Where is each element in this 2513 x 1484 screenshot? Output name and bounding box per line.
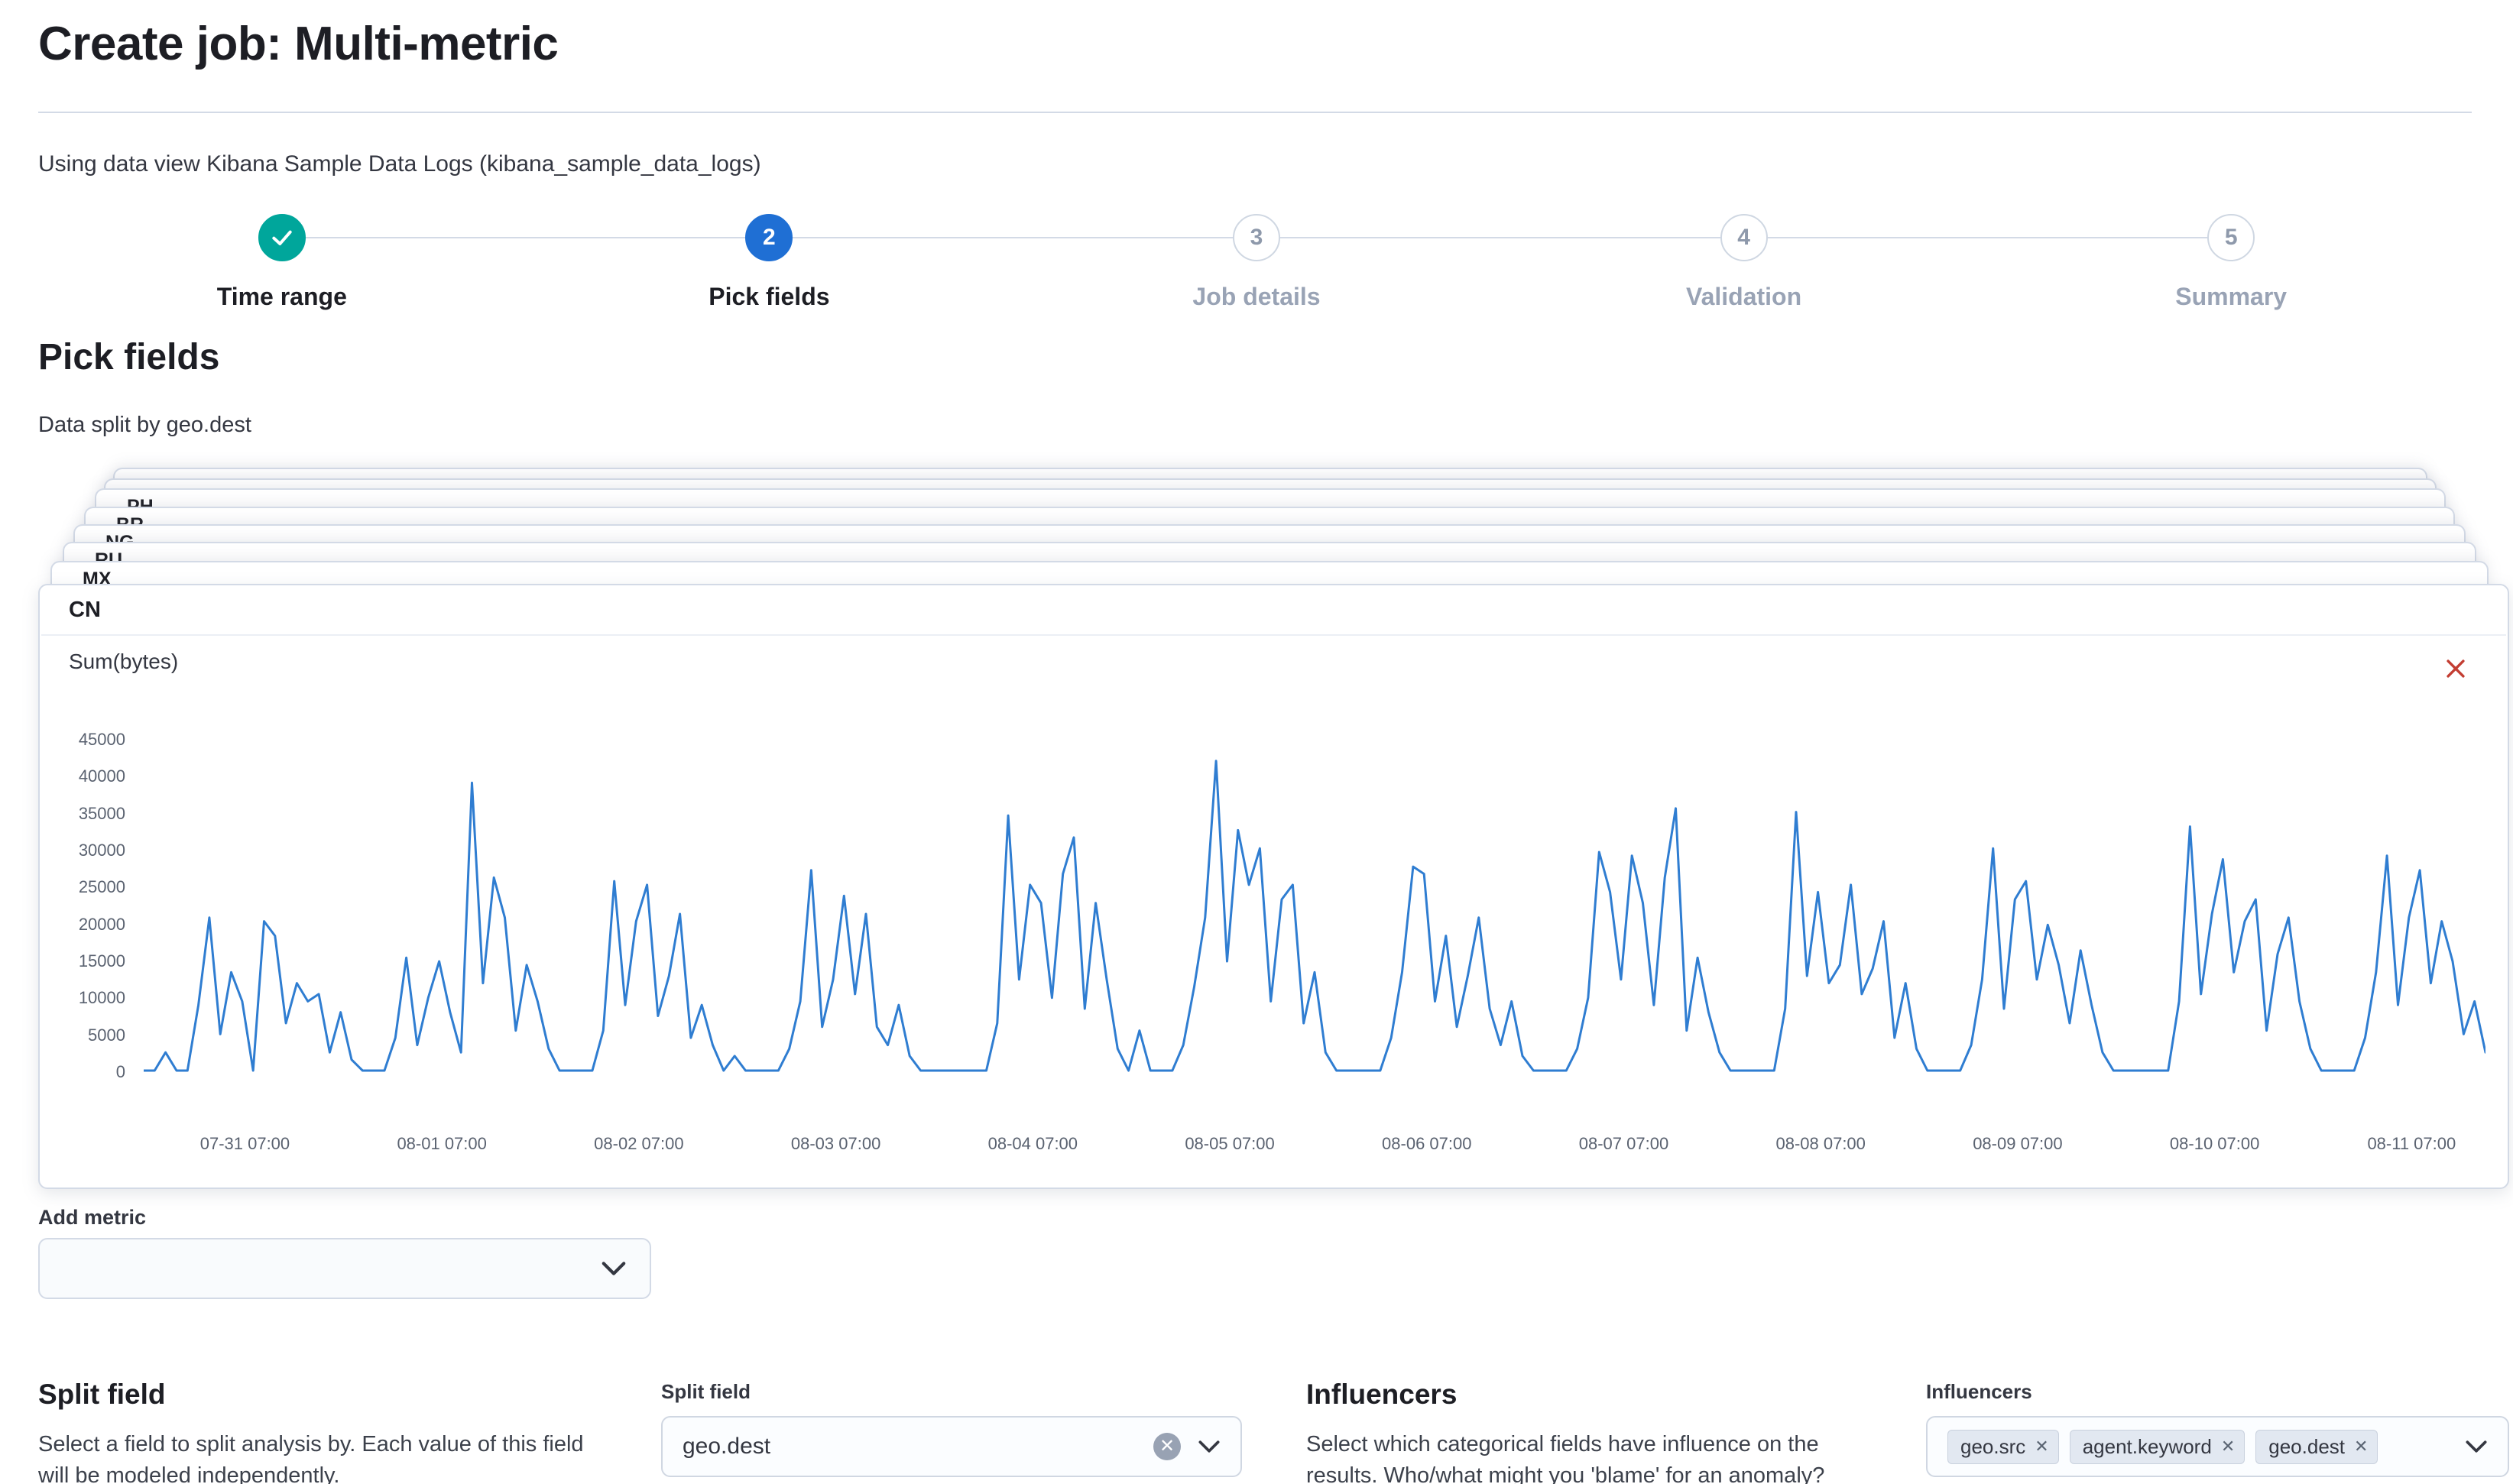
data-split-note: Data split by geo.dest xyxy=(38,413,251,437)
split-field-description-group: Split field Select a field to split anal… xyxy=(38,1375,608,1484)
step-number: 3 xyxy=(1250,225,1263,250)
step-label-job-details: Job details xyxy=(1192,283,1321,310)
split-field-form-group: Split field geo.dest ✕ xyxy=(661,1375,1242,1477)
step-pick-fields[interactable]: 2 Pick fields xyxy=(526,214,1013,329)
step-time-range[interactable]: Time range xyxy=(38,214,526,329)
step-number: 4 xyxy=(1737,225,1750,250)
metric-preview-chart xyxy=(144,760,2485,1072)
x-axis-tick-label: 08-07 07:00 xyxy=(1578,1134,1669,1153)
step-circle: 3 xyxy=(1232,214,1280,261)
pick-fields-heading: Pick fields xyxy=(38,337,220,377)
step-complete-circle xyxy=(258,214,306,261)
y-axis-tick-label: 40000 xyxy=(78,766,125,786)
x-axis-tick-label: 08-03 07:00 xyxy=(790,1134,881,1153)
y-axis-tick-label: 30000 xyxy=(78,841,125,860)
step-job-details[interactable]: 3 Job details xyxy=(1013,214,1500,329)
y-axis-tick-label: 0 xyxy=(115,1062,125,1081)
y-axis-tick-label: 45000 xyxy=(78,730,125,749)
step-validation[interactable]: 4 Validation xyxy=(1500,214,1988,329)
x-axis-tick-label: 08-04 07:00 xyxy=(987,1134,1078,1153)
remove-influencer-icon[interactable]: ✕ xyxy=(2035,1437,2049,1456)
x-axis-tick-label: 07-31 07:00 xyxy=(199,1134,290,1153)
influencers-description: Select which categorical fields have inf… xyxy=(1306,1432,1825,1484)
check-icon xyxy=(272,230,292,245)
split-field-label: Split field xyxy=(661,1380,751,1403)
x-axis-tick-label: 08-01 07:00 xyxy=(397,1134,487,1153)
step-label-validation: Validation xyxy=(1686,283,1802,310)
close-icon xyxy=(2447,659,2465,678)
header-divider xyxy=(38,112,2472,113)
step-label-summary: Summary xyxy=(2175,283,2288,310)
influencers-label: Influencers xyxy=(1926,1380,2032,1403)
chevron-down-icon xyxy=(601,1262,626,1275)
y-axis-tick-label: 25000 xyxy=(78,877,125,897)
split-value-title: CN xyxy=(69,598,101,622)
add-metric-select[interactable] xyxy=(38,1238,651,1299)
clear-selection-icon[interactable]: ✕ xyxy=(1153,1433,1181,1460)
step-number: 5 xyxy=(2224,225,2238,250)
step-summary[interactable]: 5 Summary xyxy=(1987,214,2475,329)
influencers-form-group: Influencers geo.src ✕ agent.keyword ✕ geo.de… xyxy=(1926,1375,2509,1477)
split-field-description: Select a field to split analysis by. Eac… xyxy=(38,1432,584,1484)
influencer-pill[interactable]: geo.src ✕ xyxy=(1947,1429,2059,1464)
card-title-divider xyxy=(41,634,2506,636)
remove-influencer-icon[interactable]: ✕ xyxy=(2220,1437,2236,1456)
remove-influencer-icon[interactable]: ✕ xyxy=(2354,1437,2369,1456)
influencers-combobox[interactable]: geo.src ✕ agent.keyword ✕ geo.dest ✕ xyxy=(1926,1416,2509,1477)
x-axis-tick-label: 08-05 07:00 xyxy=(1185,1134,1275,1153)
step-active-circle: 2 xyxy=(745,214,793,261)
add-metric-label: Add metric xyxy=(38,1206,147,1229)
x-axis-tick-label: 08-11 07:00 xyxy=(2367,1134,2456,1153)
split-field-combobox[interactable]: geo.dest ✕ xyxy=(661,1416,1242,1477)
x-axis-tick-label: 08-10 07:00 xyxy=(2169,1134,2260,1153)
step-label-time-range: Time range xyxy=(216,283,347,310)
page-title: Create job: Multi-metric xyxy=(38,18,559,70)
influencer-pill-list: geo.src ✕ agent.keyword ✕ geo.dest ✕ xyxy=(1947,1429,2378,1464)
y-axis-tick-label: 35000 xyxy=(78,803,125,823)
step-indicator: Time range 2 Pick fields 3 Job details 4… xyxy=(38,214,2475,329)
split-field-heading: Split field xyxy=(38,1379,166,1410)
x-axis-tick-label: 08-06 07:00 xyxy=(1382,1134,1472,1153)
influencer-pill[interactable]: geo.dest ✕ xyxy=(2255,1429,2378,1464)
influencer-pill-label: geo.src xyxy=(1960,1434,2026,1458)
influencer-pill[interactable]: agent.keyword ✕ xyxy=(2069,1429,2245,1464)
x-axis-tick-label: 08-09 07:00 xyxy=(1973,1134,2063,1153)
chevron-down-icon xyxy=(2466,1440,2487,1453)
y-axis-tick-label: 10000 xyxy=(78,988,125,1008)
influencers-heading: Influencers xyxy=(1306,1379,1458,1410)
y-axis-tick-label: 15000 xyxy=(78,951,125,970)
detector-preview-card: CN Sum(bytes) 45000 40000 35000 30000 25000 2… xyxy=(38,584,2509,1189)
y-axis-tick-label: 20000 xyxy=(78,914,125,934)
step-circle: 5 xyxy=(2207,214,2255,261)
chevron-down-icon xyxy=(1198,1440,1220,1453)
influencers-description-group: Influencers Select which categorical fie… xyxy=(1306,1375,1846,1484)
split-field-value: geo.dest xyxy=(683,1434,771,1459)
step-label-pick-fields: Pick fields xyxy=(709,283,830,310)
y-axis-tick-label: 5000 xyxy=(88,1025,125,1045)
data-view-info: Using data view Kibana Sample Data Logs … xyxy=(38,151,761,177)
x-axis-tick-label: 08-02 07:00 xyxy=(594,1134,684,1153)
influencer-pill-label: agent.keyword xyxy=(2082,1434,2212,1458)
influencer-pill-label: geo.dest xyxy=(2268,1434,2345,1458)
step-circle: 4 xyxy=(1720,214,1768,261)
remove-metric-button[interactable] xyxy=(2439,653,2472,686)
step-number: 2 xyxy=(763,225,776,250)
metric-label: Sum(bytes) xyxy=(69,650,179,673)
x-axis-tick-label: 08-08 07:00 xyxy=(1775,1134,1866,1153)
